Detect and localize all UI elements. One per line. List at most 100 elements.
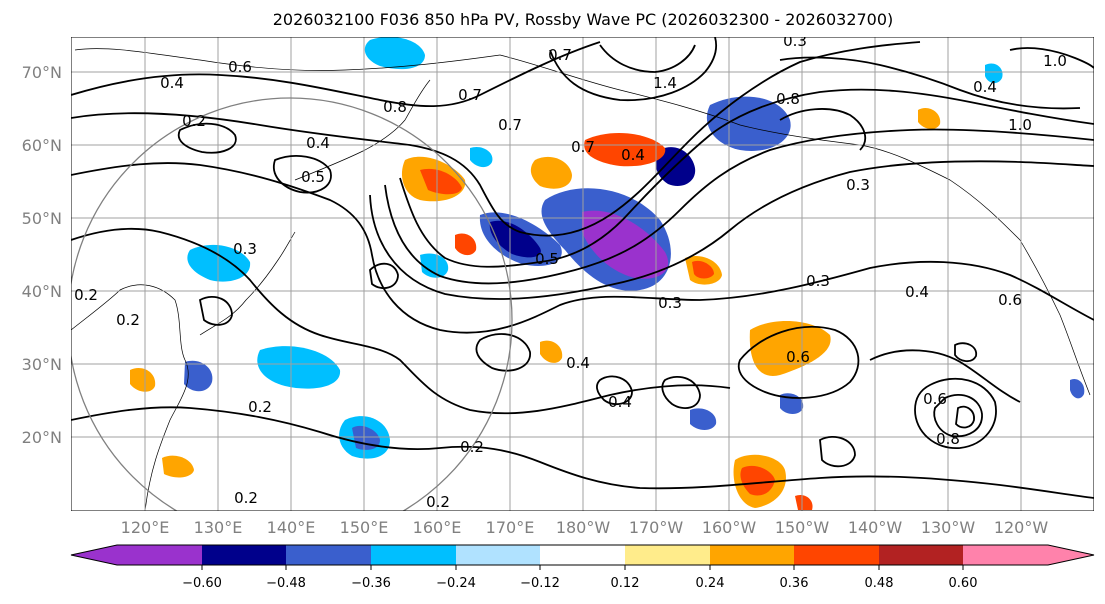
contour-label: 0.5 <box>535 250 559 268</box>
colorbar-tick-label: −0.36 <box>351 576 391 591</box>
pv-contour <box>954 342 977 363</box>
colorbar-swatch <box>1048 545 1094 565</box>
japan-coastline <box>199 231 296 336</box>
colorbar-swatch <box>117 545 203 565</box>
contour-label: 0.5 <box>301 168 325 186</box>
positive-anomaly-patch <box>918 107 941 130</box>
positive-anomaly-patch <box>749 320 831 376</box>
negative-anomaly-patch <box>187 244 251 282</box>
negative-anomaly-patch <box>184 360 213 392</box>
contour-label: 0.4 <box>905 283 929 301</box>
pv-contour <box>71 227 731 415</box>
positive-anomaly-patch <box>692 260 714 279</box>
pv-contour <box>475 333 531 372</box>
pv-contour <box>71 41 601 108</box>
negative-anomaly-patch <box>470 146 493 168</box>
contour-label: 0.2 <box>74 286 98 304</box>
pv-contour <box>198 295 233 326</box>
lon-label-130e: 130°E <box>194 518 243 537</box>
colorbar-swatch <box>371 545 457 565</box>
negative-anomaly-patch <box>257 346 341 389</box>
negative-anomaly-patch <box>489 220 541 258</box>
alaska-coastline <box>499 54 1021 241</box>
colorbar-tick-label: 0.48 <box>865 576 894 591</box>
lon-label-160e: 160°E <box>413 518 462 537</box>
contour-label: 0.4 <box>621 146 645 164</box>
colorbar-swatch <box>625 545 711 565</box>
pv-contour <box>549 37 718 102</box>
contour-label: 1.0 <box>1043 52 1067 70</box>
lon-label-140e: 140°E <box>267 518 316 537</box>
coastline-layer <box>71 48 1091 511</box>
contour-label: 0.4 <box>566 354 590 372</box>
positive-anomaly-patch <box>795 494 813 510</box>
colorbar-tick-label: 0.60 <box>949 576 978 591</box>
pv-contour <box>273 155 332 194</box>
colorbar-swatch <box>794 545 880 565</box>
map-title: 2026032100 F036 850 hPa PV, Rossby Wave … <box>273 10 894 29</box>
contour-label: 0.2 <box>116 311 140 329</box>
pv-contour <box>914 377 997 449</box>
contour-label: 0.6 <box>923 390 947 408</box>
pv-contour <box>819 435 856 468</box>
shaded-anomaly-layer <box>130 37 1085 510</box>
positive-anomaly-patch <box>420 168 462 195</box>
colorbar-swatch <box>710 545 795 565</box>
contour-label: 0.2 <box>182 112 206 130</box>
contour-label: 0.4 <box>608 393 632 411</box>
lon-label-120w: 120°W <box>994 518 1049 537</box>
negative-anomaly-patch <box>582 210 669 279</box>
positive-anomaly-patch <box>584 133 666 167</box>
contour-label: 0.7 <box>548 46 572 64</box>
colorbar-tick-label: 0.36 <box>780 576 809 591</box>
lon-label-170w: 170°W <box>629 518 684 537</box>
negative-anomaly-patch <box>690 408 717 430</box>
graticule <box>71 37 1094 511</box>
pv-contour <box>933 393 983 438</box>
pv-contour <box>384 128 1094 285</box>
colorbar-tick-label: −0.24 <box>436 576 476 591</box>
contour-label: 0.8 <box>776 90 800 108</box>
colorbar-swatch <box>456 545 541 565</box>
colorbar: −0.60 −0.48 −0.36 −0.24 −0.12 0.12 0.24 … <box>70 544 1095 591</box>
pv-contour <box>779 56 1081 110</box>
pv-contour <box>955 405 975 429</box>
colorbar-swatch <box>963 545 1049 565</box>
colorbar-tick-label: −0.60 <box>182 576 222 591</box>
contour-label: 0.6 <box>228 58 252 76</box>
lon-label-150w: 150°W <box>775 518 830 537</box>
pv-contour <box>596 375 633 406</box>
contour-label: 0.2 <box>426 493 450 511</box>
asia-coastline <box>71 284 189 511</box>
negative-anomaly-patch <box>1070 378 1085 399</box>
colorbar-swatch <box>879 545 964 565</box>
map-panel: 0.7 0.6 0.4 0.2 0.8 0.7 0.4 0.5 0.3 0.7 … <box>71 32 1094 511</box>
colorbar-tick-label: −0.12 <box>520 576 560 591</box>
negative-anomaly-patch <box>985 63 1003 84</box>
lat-label-70n: 70°N <box>22 63 62 82</box>
pv-contour <box>369 160 1094 300</box>
colorbar-tick-label: 0.24 <box>696 576 725 591</box>
contour-label: 1.0 <box>1008 116 1032 134</box>
contour-label: 0.3 <box>783 32 807 50</box>
lat-label-40n: 40°N <box>22 282 62 301</box>
pv-contour <box>71 162 1094 334</box>
lon-label-120e: 120°E <box>121 518 170 537</box>
pv-contour <box>177 122 237 154</box>
pv-contour-layer <box>71 37 1094 499</box>
pv-contour <box>71 41 921 237</box>
positive-anomaly-patch <box>130 367 156 392</box>
pv-contour <box>369 262 399 289</box>
lat-label-20n: 20°N <box>22 428 62 447</box>
pv-contour <box>661 375 701 409</box>
pv-contour <box>779 108 867 151</box>
negative-anomaly-patch <box>706 96 791 151</box>
lat-label-60n: 60°N <box>22 136 62 155</box>
contour-label: 1.4 <box>653 74 677 92</box>
contour-label: 0.3 <box>658 294 682 312</box>
colorbar-swatch <box>540 545 626 565</box>
contour-label: 0.7 <box>498 116 522 134</box>
lat-label-50n: 50°N <box>22 209 62 228</box>
contour-label: 0.6 <box>786 348 810 366</box>
